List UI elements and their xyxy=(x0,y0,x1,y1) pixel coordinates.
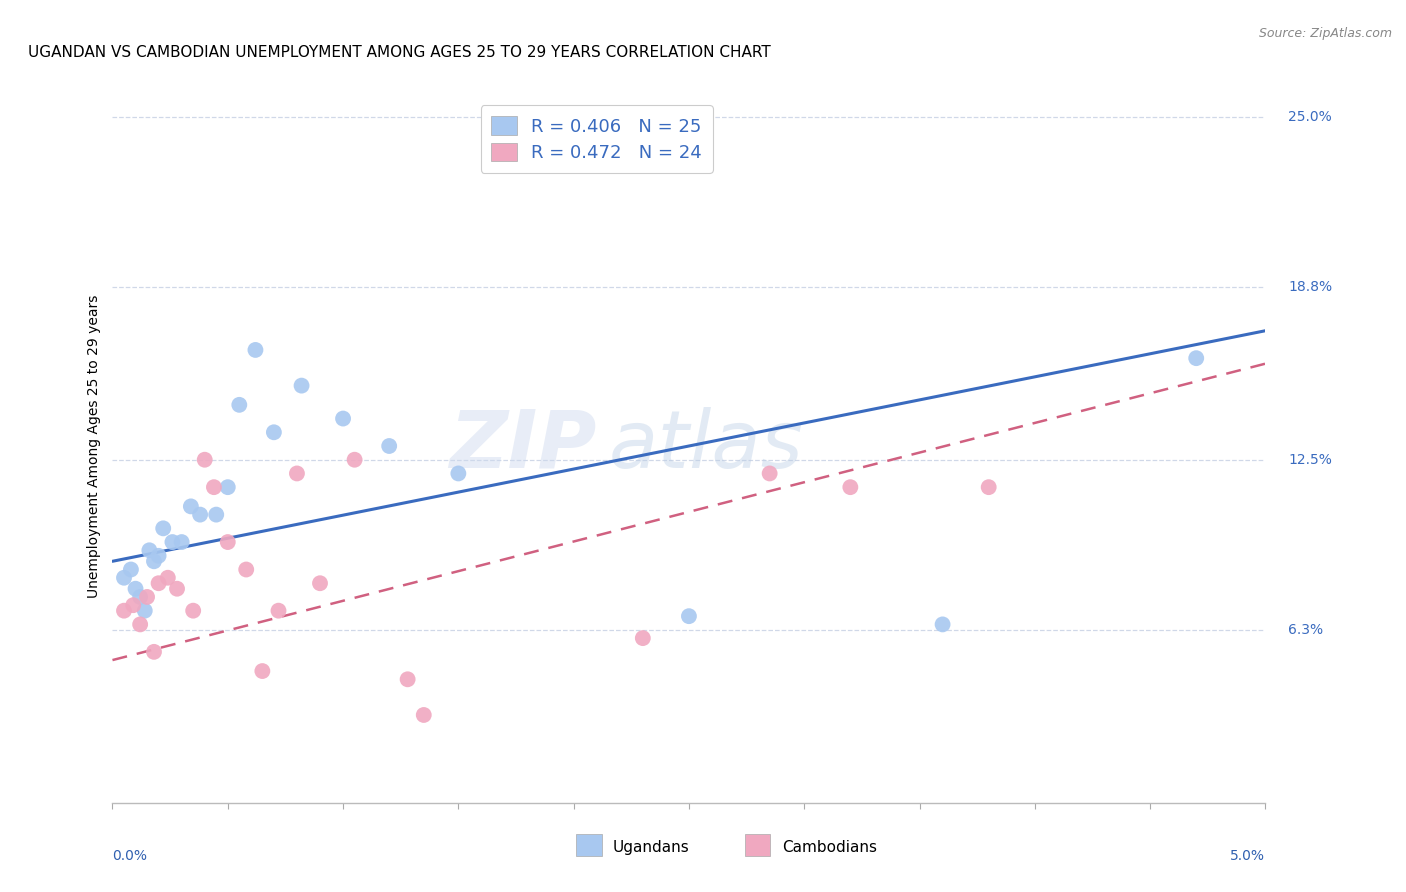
Point xyxy=(217,535,239,549)
Point xyxy=(180,500,202,514)
Point xyxy=(758,467,780,481)
Text: 18.8%: 18.8% xyxy=(1288,280,1333,293)
Point xyxy=(188,508,211,522)
Point xyxy=(378,439,401,453)
Point xyxy=(122,598,145,612)
Point xyxy=(124,582,146,596)
Point xyxy=(252,664,274,678)
Point xyxy=(129,590,152,604)
Point xyxy=(245,343,267,357)
Point xyxy=(332,411,354,425)
Point xyxy=(309,576,332,591)
Point xyxy=(202,480,225,494)
Point xyxy=(170,535,193,549)
Point xyxy=(631,631,654,645)
Point xyxy=(205,508,228,522)
Point xyxy=(267,604,290,618)
Text: UGANDAN VS CAMBODIAN UNEMPLOYMENT AMONG AGES 25 TO 29 YEARS CORRELATION CHART: UGANDAN VS CAMBODIAN UNEMPLOYMENT AMONG … xyxy=(28,45,770,60)
Point xyxy=(194,452,217,467)
Point xyxy=(120,562,142,576)
Text: ZIP: ZIP xyxy=(450,407,596,485)
Point xyxy=(447,467,470,481)
Legend: R = 0.406   N = 25, R = 0.472   N = 24: R = 0.406 N = 25, R = 0.472 N = 24 xyxy=(481,105,713,173)
Point xyxy=(263,425,285,440)
Point xyxy=(129,617,152,632)
Point xyxy=(412,708,434,723)
Text: 25.0%: 25.0% xyxy=(1288,110,1333,124)
Point xyxy=(285,467,308,481)
Point xyxy=(290,378,312,392)
Point xyxy=(839,480,862,494)
Text: Cambodians: Cambodians xyxy=(782,840,877,855)
Point xyxy=(166,582,188,596)
Point xyxy=(136,590,159,604)
Point xyxy=(1185,351,1208,366)
Y-axis label: Unemployment Among Ages 25 to 29 years: Unemployment Among Ages 25 to 29 years xyxy=(87,294,101,598)
Point xyxy=(181,604,204,618)
Point xyxy=(148,549,170,563)
Text: Source: ZipAtlas.com: Source: ZipAtlas.com xyxy=(1258,27,1392,40)
Point xyxy=(112,604,135,618)
Point xyxy=(143,554,166,568)
Point xyxy=(235,562,257,576)
Point xyxy=(228,398,250,412)
Point xyxy=(112,571,135,585)
Point xyxy=(134,604,156,618)
Point xyxy=(396,673,419,687)
Text: 0.0%: 0.0% xyxy=(112,849,148,863)
Point xyxy=(343,452,366,467)
Point xyxy=(156,571,179,585)
Text: atlas: atlas xyxy=(609,407,803,485)
Point xyxy=(152,521,174,535)
Point xyxy=(977,480,1000,494)
Text: 12.5%: 12.5% xyxy=(1288,453,1333,467)
Point xyxy=(138,543,160,558)
Text: 6.3%: 6.3% xyxy=(1288,623,1323,637)
Text: Ugandans: Ugandans xyxy=(613,840,690,855)
Point xyxy=(148,576,170,591)
Point xyxy=(217,480,239,494)
Text: 5.0%: 5.0% xyxy=(1230,849,1265,863)
Point xyxy=(678,609,700,624)
Point xyxy=(162,535,184,549)
Point xyxy=(143,645,166,659)
Point xyxy=(931,617,953,632)
